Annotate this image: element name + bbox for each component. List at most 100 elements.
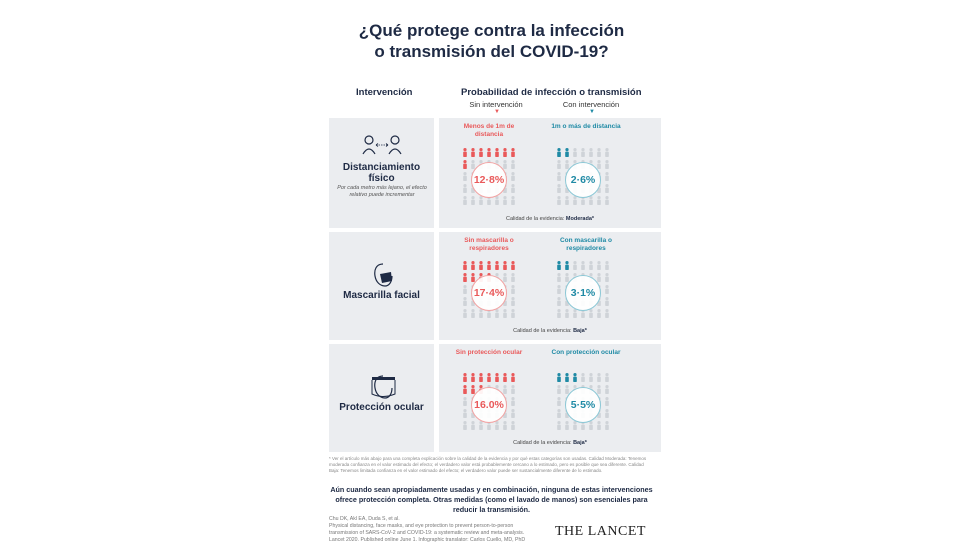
person-icon <box>597 385 601 394</box>
evidence-label: Calidad de la evidencia: <box>513 440 572 446</box>
person-icon <box>605 385 609 394</box>
person-icon <box>463 172 467 181</box>
person-icon <box>471 273 475 282</box>
with-arrow-icon: ▼ <box>589 109 595 115</box>
person-icon <box>557 385 561 394</box>
distancing-probability-panel: Menos de 1m de distancia 1m o más de dis… <box>439 118 661 228</box>
person-icon <box>557 285 561 294</box>
person-icon <box>597 373 601 382</box>
person-icon <box>511 285 515 294</box>
person-icon <box>557 421 561 430</box>
person-icon <box>581 148 585 157</box>
person-icon <box>503 148 507 157</box>
person-icon <box>573 373 577 382</box>
mask-evidence: Calidad de la evidencia: Baja* <box>439 328 661 334</box>
person-icon <box>565 385 569 394</box>
eye-without-percentage: 16.0% <box>474 399 504 411</box>
person-icon <box>557 273 561 282</box>
eye-without-label: Sin protección ocular <box>455 349 523 356</box>
person-icon <box>589 309 593 318</box>
person-icon <box>503 385 507 394</box>
distancing-note: Por cada metro más lejano, el efecto rel… <box>337 185 427 198</box>
person-icon <box>463 309 467 318</box>
infographic: ¿Qué protege contra la infección o trans… <box>316 0 667 560</box>
distancing-without-percentage: 12·8% <box>473 174 505 186</box>
person-icon <box>503 309 507 318</box>
person-icon <box>597 309 601 318</box>
citation-line: Chu DK, Akl EA, Duda S, et al. <box>329 516 400 522</box>
person-icon <box>597 261 601 270</box>
distancing-without-label: Menos de 1m de distancia <box>463 123 515 138</box>
person-icon <box>573 261 577 270</box>
evidence-quality: Moderada* <box>565 216 595 222</box>
person-icon <box>463 385 467 394</box>
person-icon <box>573 196 577 205</box>
person-icon <box>605 273 609 282</box>
mask-without-circle: 17·4% <box>471 275 507 311</box>
distancing-with-circle: 2·6% <box>565 162 601 198</box>
person-icon <box>605 285 609 294</box>
person-icon <box>487 373 491 382</box>
person-icon <box>511 297 515 306</box>
person-icon <box>605 409 609 418</box>
person-icon <box>463 148 467 157</box>
mask-probability-panel: Sin mascarilla o respiradores Con mascar… <box>439 232 661 340</box>
evidence-label: Calidad de la evidencia: <box>505 216 565 222</box>
eye-evidence: Calidad de la evidencia: Baja* <box>439 440 661 446</box>
person-icon <box>605 297 609 306</box>
person-icon <box>605 397 609 406</box>
footnote: * Ver el artículo más abajo para una com… <box>329 456 647 473</box>
person-icon <box>503 373 507 382</box>
person-icon <box>573 309 577 318</box>
person-icon <box>557 160 561 169</box>
person-icon <box>511 184 515 193</box>
person-icon <box>565 261 569 270</box>
person-icon <box>511 421 515 430</box>
person-icon <box>511 385 515 394</box>
mask-without-percentage: 17·4% <box>473 287 505 299</box>
person-icon <box>589 421 593 430</box>
person-icon <box>597 273 601 282</box>
person-icon <box>565 421 569 430</box>
person-icon <box>565 196 569 205</box>
people-distance-icon <box>362 135 402 155</box>
person-icon <box>463 297 467 306</box>
person-icon <box>605 309 609 318</box>
person-icon <box>471 373 475 382</box>
mask-without-label: Sin mascarilla o respiradores <box>464 237 514 252</box>
person-icon <box>511 196 515 205</box>
person-icon <box>581 373 585 382</box>
person-icon <box>511 309 515 318</box>
person-icon <box>597 148 601 157</box>
person-icon <box>479 261 483 270</box>
person-icon <box>495 148 499 157</box>
person-icon <box>557 172 561 181</box>
evidence-quality: Baja* <box>573 328 587 334</box>
person-icon <box>557 309 561 318</box>
intervention-name-distancing: Distanciamiento físico <box>342 162 421 184</box>
summary-text: Aún cuando sean apropiadamente usadas y … <box>330 485 653 514</box>
person-icon <box>605 184 609 193</box>
person-icon <box>557 297 561 306</box>
citation: Chu DK, Akl EA, Duda S, et al. Physical … <box>329 516 559 544</box>
person-icon <box>503 421 507 430</box>
distancing-without-circle: 12·8% <box>471 162 507 198</box>
person-icon <box>557 184 561 193</box>
person-icon <box>573 421 577 430</box>
person-icon <box>463 285 467 294</box>
person-icon <box>471 261 475 270</box>
person-icon <box>597 421 601 430</box>
person-icon <box>503 261 507 270</box>
intervention-name-mask: Mascarilla facial <box>343 290 420 301</box>
person-icon <box>503 160 507 169</box>
person-icon <box>471 148 475 157</box>
eye-without-circle: 16.0% <box>471 387 507 423</box>
person-icon <box>479 309 483 318</box>
with-intervention-header: Con intervención <box>562 100 620 109</box>
person-icon <box>557 148 561 157</box>
person-icon <box>479 373 483 382</box>
without-intervention-header: Sin intervención <box>469 100 523 109</box>
person-icon <box>471 309 475 318</box>
person-icon <box>557 373 561 382</box>
distancing-evidence: Calidad de la evidencia: Moderada* <box>439 216 661 222</box>
